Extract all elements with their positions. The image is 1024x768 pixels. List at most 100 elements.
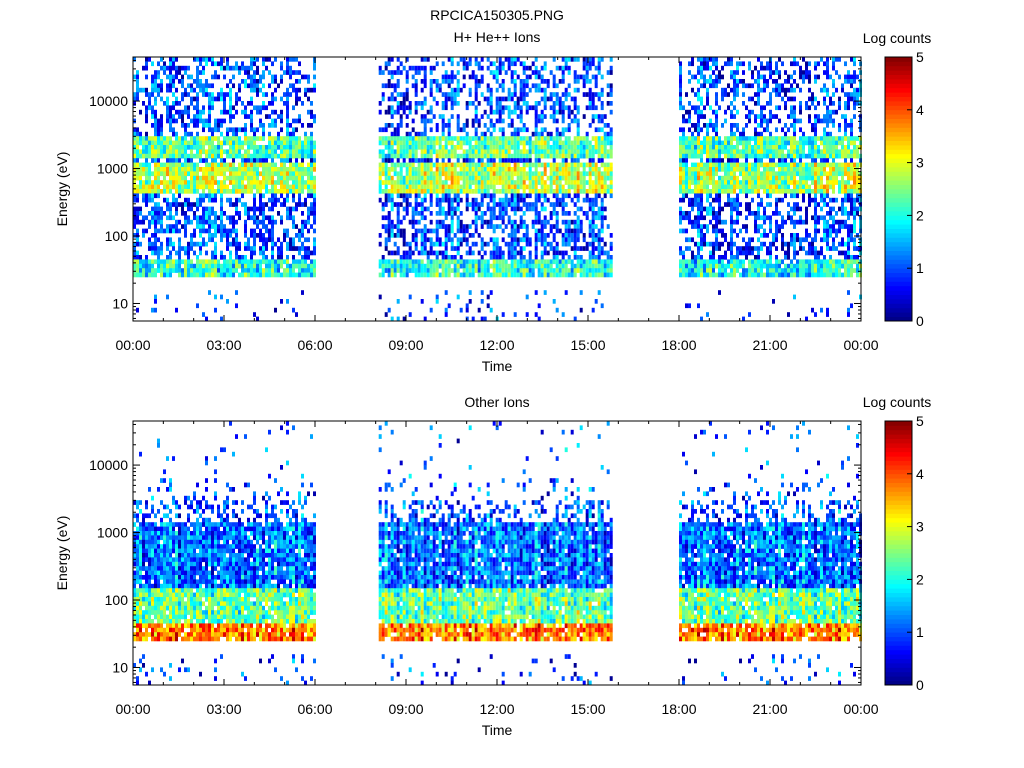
spectrogram-cell: [414, 87, 418, 93]
spectrogram-cell: [691, 74, 694, 80]
spectrogram-cell: [280, 153, 283, 159]
spectrogram-cell: [160, 241, 163, 247]
spectrogram-cell: [199, 70, 202, 75]
spectrogram-cell: [229, 109, 232, 115]
spectrogram-cell: [712, 79, 715, 84]
spectrogram-cell: [214, 149, 217, 155]
spectrogram-cell: [384, 123, 388, 128]
spectrogram-cell: [214, 250, 217, 256]
spectrogram-cell: [178, 109, 181, 115]
spectrogram-cell: [715, 233, 718, 238]
spectrogram-cell: [543, 79, 547, 84]
spectrogram-cell: [441, 255, 445, 260]
spectrogram-cell: [682, 167, 685, 172]
spectrogram-cell: [483, 145, 487, 150]
spectrogram-cell: [265, 202, 268, 207]
spectrogram-cell: [691, 224, 694, 229]
spectrogram-cell: [292, 237, 295, 243]
spectrogram-cell: [387, 268, 391, 273]
spectrogram-cell: [423, 127, 427, 133]
spectrogram-cell: [465, 153, 469, 159]
spectrogram-cell: [298, 233, 301, 238]
spectrogram-cell: [244, 140, 247, 146]
spectrogram-cell: [609, 167, 613, 172]
spectrogram-cell: [402, 189, 406, 194]
spectrogram-cell: [471, 263, 475, 269]
spectrogram-cell: [160, 263, 163, 269]
spectrogram-cell: [486, 114, 490, 119]
spectrogram-cell: [190, 153, 193, 159]
spectrogram-cell: [504, 184, 508, 190]
spectrogram-cell: [220, 202, 223, 207]
spectrogram-cell: [534, 109, 538, 115]
spectrogram-cell: [235, 202, 238, 207]
spectrogram-cell: [402, 215, 406, 221]
spectrogram-cell: [202, 123, 205, 128]
spectrogram-cell: [540, 109, 544, 115]
spectrogram-cell: [697, 219, 700, 225]
spectrogram-cell: [691, 219, 694, 225]
spectrogram-cell: [679, 70, 682, 75]
spectrogram-cell: [393, 224, 397, 229]
spectrogram-cell: [480, 171, 484, 177]
spectrogram-cell: [259, 153, 262, 159]
spectrogram-cell: [262, 211, 265, 216]
spectrogram-cell: [307, 87, 310, 93]
spectrogram-cell: [465, 268, 469, 273]
spectrogram-cell: [247, 149, 250, 155]
spectrogram-cell: [423, 167, 427, 172]
spectrogram-cell: [178, 268, 181, 273]
spectrogram-cell: [295, 145, 298, 150]
spectrogram-cell: [504, 70, 508, 75]
spectrogram-cell: [417, 171, 421, 177]
spectrogram-cell: [271, 241, 274, 247]
spectrogram-cell: [447, 233, 451, 238]
spectrogram-cell: [184, 109, 187, 115]
spectrogram-cell: [244, 189, 247, 194]
spectrogram-cell: [280, 65, 283, 71]
spectrogram-cell: [594, 145, 598, 150]
spectrogram-cell: [384, 109, 388, 115]
spectrogram-cell: [208, 162, 211, 168]
spectrogram-cell: [396, 162, 400, 168]
spectrogram-cell: [229, 92, 232, 97]
spectrogram-cell: [600, 175, 604, 181]
spectrogram-cell: [417, 136, 421, 141]
spectrogram-cell: [169, 145, 172, 150]
spectrogram-cell: [700, 175, 703, 181]
spectrogram-cell: [235, 127, 238, 133]
spectrogram-cell: [390, 140, 394, 146]
spectrogram-cell: [516, 101, 520, 106]
spectrogram-cell: [456, 79, 460, 84]
spectrogram-cell: [573, 101, 577, 106]
spectrogram-cell: [480, 211, 484, 216]
spectrogram-cell: [384, 136, 388, 141]
spectrogram-cell: [474, 206, 478, 212]
spectrogram-cell: [172, 171, 175, 177]
spectrogram-cell: [561, 263, 565, 269]
spectrogram-cell: [504, 136, 508, 141]
spectrogram-cell: [504, 180, 508, 185]
spectrogram-cell: [232, 171, 235, 177]
spectrogram-cell: [495, 272, 499, 278]
spectrogram-cell: [582, 272, 586, 278]
spectrogram-cell: [133, 255, 136, 260]
spectrogram-cell: [540, 175, 544, 181]
spectrogram-cell: [163, 272, 166, 278]
spectrogram-cell: [504, 96, 508, 102]
spectrogram-cell: [549, 241, 553, 247]
spectrogram-cell: [477, 202, 481, 207]
spectrogram-cell: [706, 263, 709, 269]
spectrogram-cell: [456, 145, 460, 150]
spectrogram-cell: [465, 123, 469, 128]
spectrogram-cell: [283, 184, 286, 190]
spectrogram-cell: [567, 211, 571, 216]
spectrogram-cell: [591, 255, 595, 260]
spectrogram-cell: [444, 140, 448, 146]
spectrogram-cell: [402, 237, 406, 243]
spectrogram-cell: [597, 241, 601, 247]
spectrogram-cell: [250, 79, 253, 84]
spectrogram-cell: [414, 131, 418, 137]
spectrogram-cell: [594, 114, 598, 119]
spectrogram-cell: [534, 158, 538, 163]
